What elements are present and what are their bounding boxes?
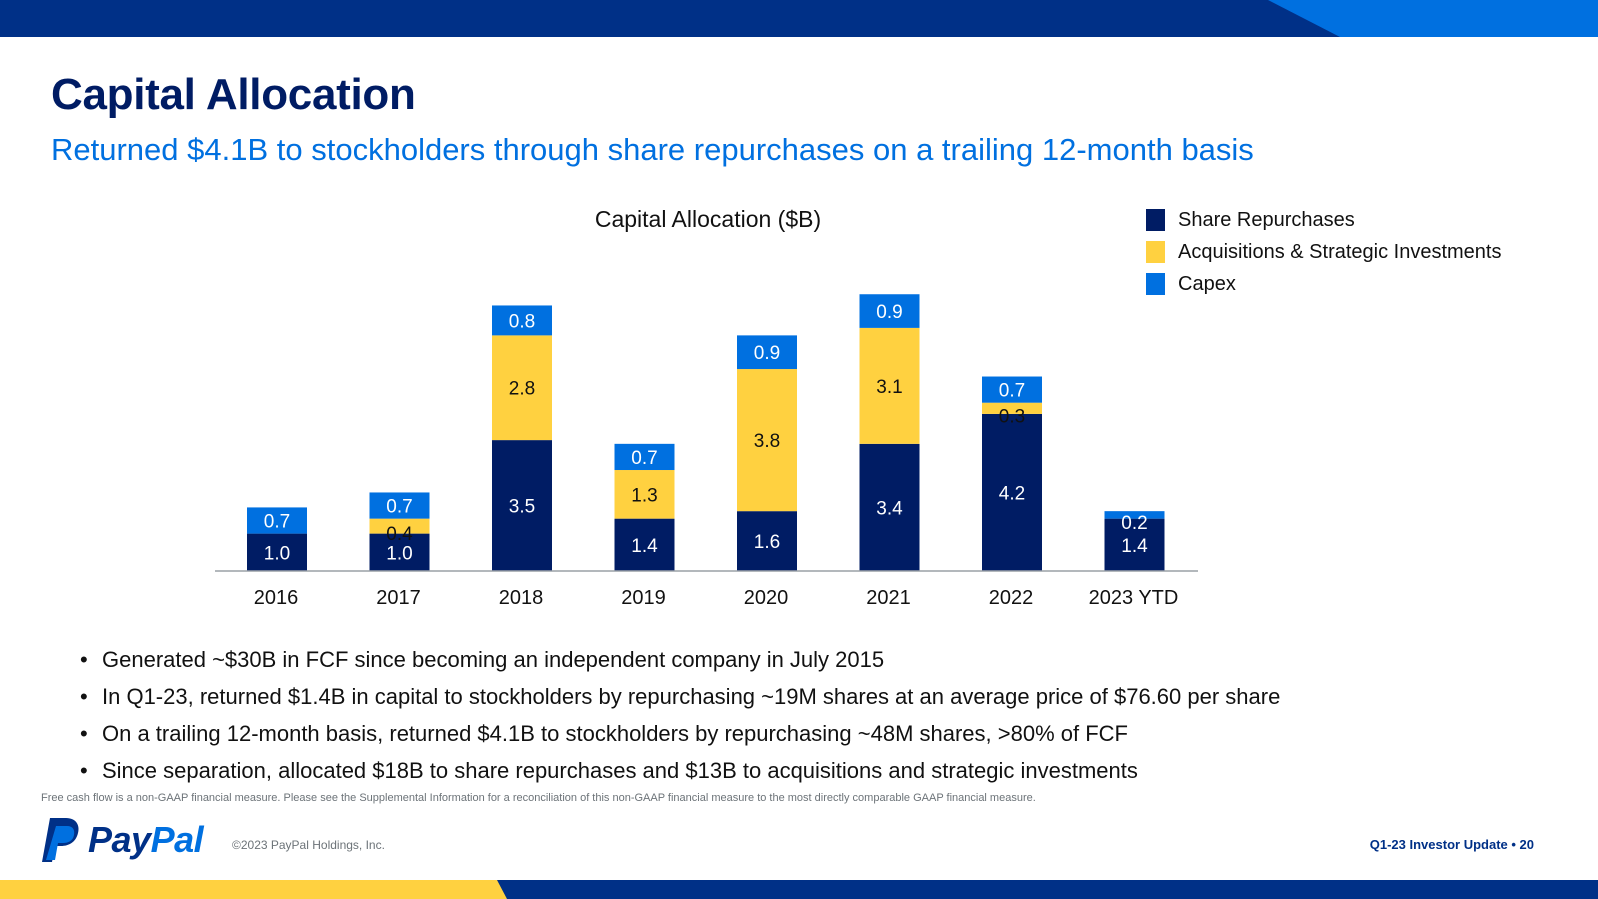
- bullet-dot: •: [80, 721, 88, 746]
- footnote: Free cash flow is a non-GAAP financial m…: [41, 792, 1036, 804]
- bar-acquisitions-strategic-investments-2021: [859, 327, 920, 444]
- bar-share-repurchases-2017: [369, 533, 430, 571]
- data-label-acquisitions-strategic-investments-2020: 3.8: [754, 431, 780, 452]
- bullet-text: Generated ~$30B in FCF since becoming an…: [102, 647, 885, 672]
- paypal-logo: PayPal: [40, 816, 204, 864]
- data-label-acquisitions-strategic-investments-2017: 0.4: [386, 524, 413, 545]
- x-tick-label-2019: 2019: [621, 587, 666, 609]
- bar-capex-2017: [369, 492, 430, 519]
- bars-layer: 1.00.71.00.40.7 3.52.80.81.41.30.71.63.80…: [247, 294, 1165, 571]
- bottom-banner-accent: [0, 880, 507, 899]
- data-label-share-repurchases-2019: 1.4: [631, 536, 658, 557]
- data-label-capex-2019: 0.7: [631, 448, 657, 469]
- x-tick-label-2018: 2018: [499, 587, 544, 609]
- bullet-item: • In Q1-23, returned $1.4B in capital to …: [80, 678, 1280, 715]
- bar-share-repurchases-2016: [247, 533, 307, 571]
- data-label-capex-2021: 0.9: [876, 302, 902, 323]
- data-label-share-repurchases-2017: 1.0: [386, 543, 412, 564]
- bar-capex-2023-ytd: [1104, 511, 1165, 519]
- data-label-acquisitions-strategic-investments-2022: 0.3: [999, 406, 1025, 427]
- data-label-acquisitions-strategic-investments-2021: 3.1: [876, 377, 902, 398]
- bullet-dot: •: [80, 647, 88, 672]
- data-label-capex-2022: 0.7: [999, 381, 1025, 402]
- x-tick-label-2021: 2021: [866, 587, 911, 609]
- data-label-acquisitions-strategic-investments-2019: 1.3: [631, 485, 657, 506]
- bar-acquisitions-strategic-investments-2017: [369, 518, 430, 534]
- paypal-wordmark: PayPal: [88, 819, 204, 861]
- data-label-capex-2020: 0.9: [754, 343, 780, 364]
- legend-label-acquisitions-strategic-investments: Acquisitions & Strategic Investments: [1178, 240, 1502, 263]
- legend-swatch-capex: [1146, 273, 1165, 295]
- data-label-capex-2016: 0.7: [264, 512, 290, 533]
- legend-item-share-repurchases: Share Repurchases: [1146, 204, 1501, 236]
- bar-acquisitions-strategic-investments-2020: [737, 369, 797, 512]
- bar-share-repurchases-2018: [492, 440, 552, 571]
- x-tick-label-2020: 2020: [744, 587, 789, 609]
- bar-capex-2021: [859, 294, 920, 328]
- paypal-wordmark-pal: Pal: [150, 819, 204, 860]
- bullet-list: • Generated ~$30B in FCF since becoming a…: [80, 641, 1280, 789]
- bullet-item: • Generated ~$30B in FCF since becoming a…: [80, 641, 1280, 678]
- bullet-dot: •: [80, 684, 88, 709]
- bar-capex-2018: [492, 305, 552, 336]
- data-label-capex-2018: 0.8: [509, 311, 535, 332]
- bar-capex-2020: [737, 335, 797, 370]
- legend-label-capex: Capex: [1178, 272, 1236, 295]
- bullet-text: Since separation, allocated $18B to shar…: [102, 758, 1138, 783]
- paypal-wordmark-pay: Pay: [88, 819, 151, 860]
- chart-legend: Share Repurchases Acquisitions & Strategi…: [1146, 204, 1501, 300]
- data-label-capex-2023-ytd: 0.2: [1121, 513, 1147, 534]
- capital-allocation-chart: Capital Allocation ($B) 1.00.71.00.40.7 3…: [215, 206, 1198, 609]
- bar-capex-2016: [247, 507, 307, 534]
- chart-title: Capital Allocation ($B): [595, 206, 821, 232]
- data-label-acquisitions-strategic-investments-2018: 2.8: [509, 379, 535, 400]
- bullet-text: On a trailing 12-month basis, returned $…: [102, 721, 1128, 746]
- top-banner-accent: [1268, 0, 1598, 37]
- bar-capex-2022: [982, 376, 1042, 403]
- bar-capex-2019: [614, 443, 675, 471]
- data-label-share-repurchases-2016: 1.0: [264, 543, 290, 564]
- data-label-capex-2017: 0.7: [386, 497, 412, 518]
- paypal-monogram-icon: [42, 818, 79, 862]
- data-label-share-repurchases-2022: 4.2: [999, 483, 1025, 504]
- page-subtitle: Returned $4.1B to stockholders through s…: [51, 132, 1254, 167]
- deck-page-label: Q1-23 Investor Update • 20: [1369, 837, 1534, 852]
- legend-label-share-repurchases: Share Repurchases: [1178, 208, 1355, 231]
- data-label-share-repurchases-2021: 3.4: [876, 498, 903, 519]
- bar-share-repurchases-2020: [737, 511, 797, 571]
- bar-share-repurchases-2021: [859, 443, 920, 571]
- page-title: Capital Allocation: [51, 70, 416, 119]
- bullet-dot: •: [80, 758, 88, 783]
- data-label-share-repurchases-2020: 1.6: [754, 532, 780, 553]
- bottom-banner: [0, 880, 1598, 899]
- x-tick-label-2023-ytd: 2023 YTD: [1089, 587, 1179, 609]
- bar-share-repurchases-2019: [614, 518, 675, 571]
- bullet-item: • On a trailing 12-month basis, returned …: [80, 715, 1280, 752]
- bullet-text: In Q1-23, returned $1.4B in capital to s…: [102, 684, 1281, 709]
- x-tick-label-2016: 2016: [254, 587, 299, 609]
- legend-item-acquisitions-strategic-investments: Acquisitions & Strategic Investments: [1146, 236, 1501, 268]
- x-tick-label-2017: 2017: [376, 587, 421, 609]
- x-tick-label-2022: 2022: [989, 587, 1034, 609]
- x-tick-labels: 2016 2017 2018 2019 2020 2021 2022 2023 YTD: [254, 587, 1179, 609]
- bullet-item: • Since separation, allocated $18B to sha…: [80, 752, 1280, 789]
- legend-swatch-share-repurchases: [1146, 209, 1165, 231]
- bar-share-repurchases-2022: [982, 413, 1042, 571]
- data-label-share-repurchases-2018: 3.5: [509, 497, 535, 518]
- legend-swatch-acquisitions-strategic-investments: [1146, 241, 1165, 263]
- bar-acquisitions-strategic-investments-2022: [982, 402, 1042, 414]
- bar-acquisitions-strategic-investments-2018: [492, 335, 552, 441]
- top-banner: [0, 0, 1598, 37]
- legend-item-capex: Capex: [1146, 268, 1501, 300]
- bar-share-repurchases-2023-ytd: [1104, 518, 1165, 571]
- bar-acquisitions-strategic-investments-2019: [614, 470, 675, 519]
- data-label-share-repurchases-2023-ytd: 1.4: [1121, 536, 1148, 557]
- copyright: ©2023 PayPal Holdings, Inc.: [232, 838, 385, 852]
